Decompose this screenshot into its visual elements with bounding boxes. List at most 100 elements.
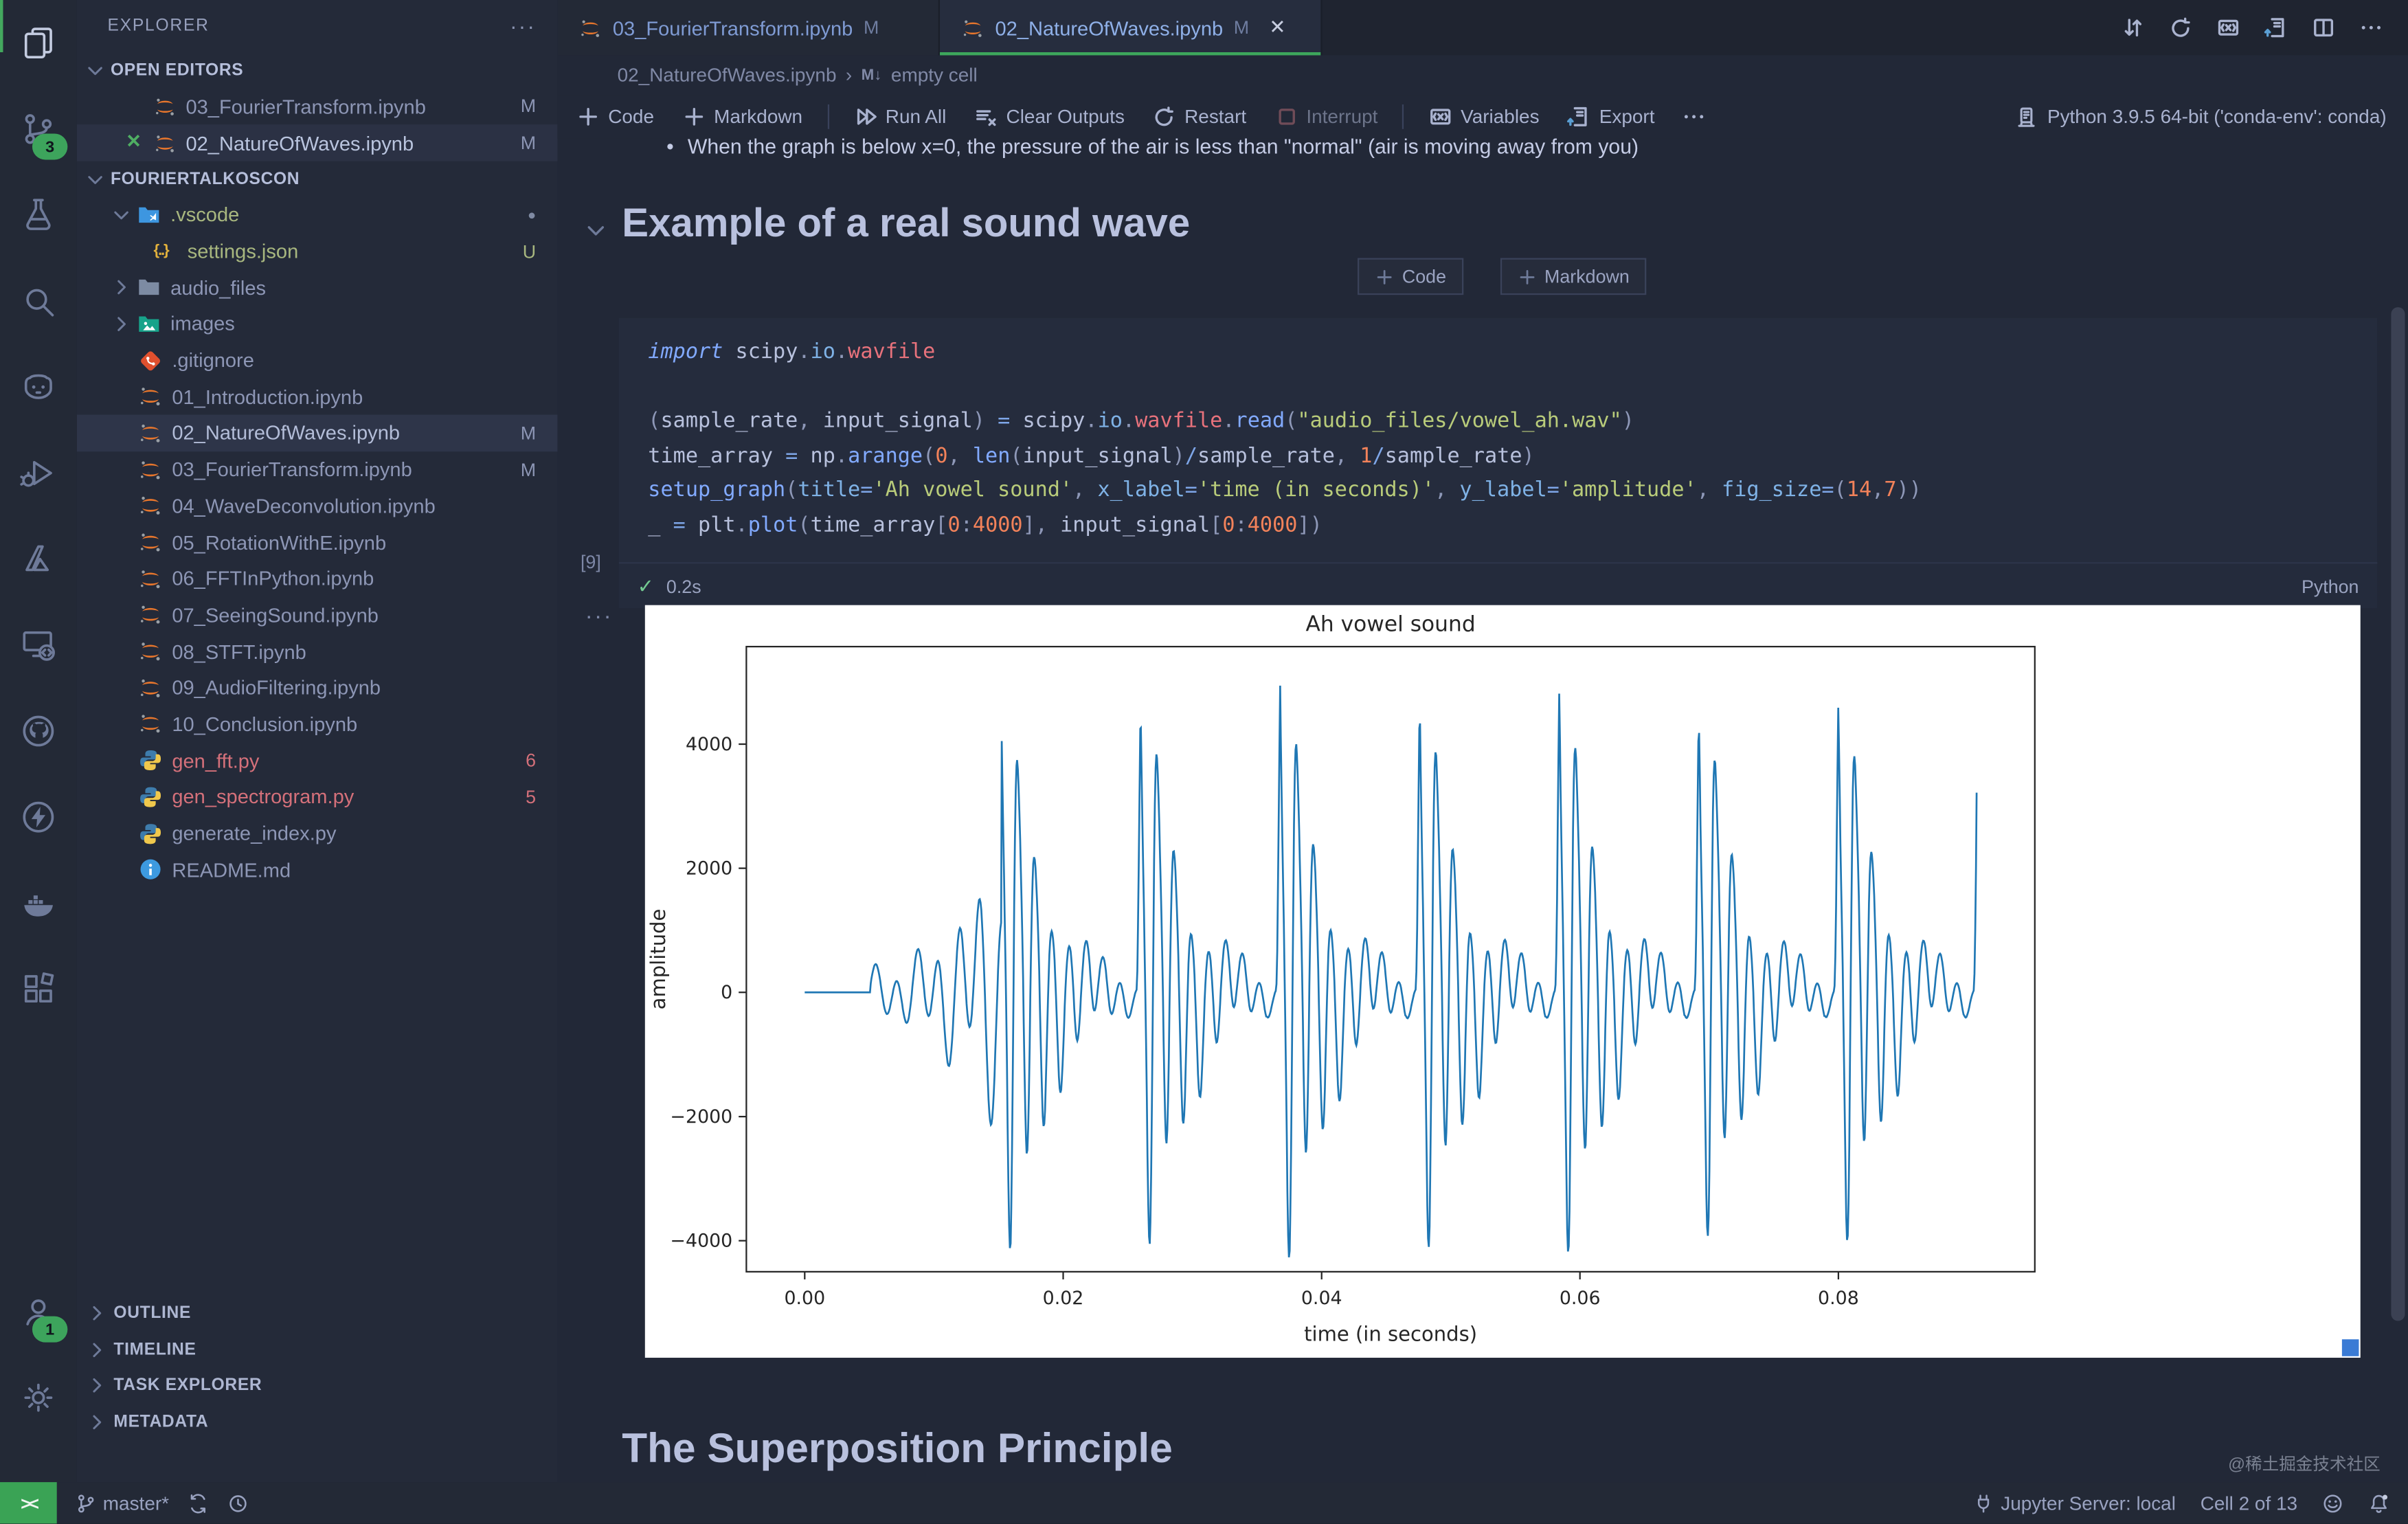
activity-github[interactable] bbox=[0, 688, 77, 774]
settings-icon bbox=[19, 1378, 58, 1417]
sidebar-bottom-sections: OUTLINE TIMELINE TASK EXPLORER METADATA bbox=[77, 1295, 558, 1441]
activity-run-and-debug[interactable] bbox=[0, 430, 77, 516]
notebook-icon bbox=[961, 16, 984, 39]
file-04_WaveDeconvolution.ipynb[interactable]: 04_WaveDeconvolution.ipynb bbox=[77, 488, 558, 524]
file-settings.json[interactable]: {..} settings.json U bbox=[77, 233, 558, 269]
file-10_Conclusion.ipynb[interactable]: 10_Conclusion.ipynb bbox=[77, 706, 558, 742]
status-notifications[interactable] bbox=[2368, 1492, 2389, 1514]
activity-remote-explorer[interactable] bbox=[0, 602, 77, 688]
collapse-section-icon[interactable] bbox=[583, 218, 608, 243]
editor-scrollbar[interactable] bbox=[2391, 307, 2405, 1321]
tab-02_NatureOfWaves.ipynb[interactable]: 02_NatureOfWaves.ipynb M ✕ bbox=[940, 0, 1323, 56]
markdown-bullet-line: • When the graph is below x=0, the press… bbox=[666, 138, 1639, 158]
bullet-dot: • bbox=[666, 138, 674, 159]
file-09_AudioFiltering.ipynb[interactable]: 09_AudioFiltering.ipynb bbox=[77, 669, 558, 706]
file-generate_index.py[interactable]: generate_index.py bbox=[77, 815, 558, 851]
toolbar-interrupt[interactable]: Interrupt bbox=[1274, 104, 1377, 129]
file-06_FFTInPython.ipynb[interactable]: 06_FFTInPython.ipynb bbox=[77, 561, 558, 597]
swap-icon[interactable] bbox=[2121, 15, 2146, 40]
sidebar-section-timeline[interactable]: TIMELINE bbox=[77, 1332, 558, 1368]
code-cell[interactable]: [9] ··· import scipy.io.wavfile (sample_r… bbox=[581, 317, 2378, 1358]
open-editors-header[interactable]: OPEN EDITORS bbox=[77, 52, 558, 87]
activity-source-control[interactable]: 3 bbox=[0, 86, 77, 172]
insert-markdown-button[interactable]: Markdown bbox=[1500, 258, 1647, 295]
toolbar-run-all[interactable]: Run All bbox=[853, 104, 946, 129]
activity-settings[interactable] bbox=[0, 1355, 77, 1441]
file-label: settings.json bbox=[187, 239, 299, 263]
open-editor-03_FourierTransform.ipynb[interactable]: 03_FourierTransform.ipynb M bbox=[77, 87, 558, 124]
output-resize-grip[interactable] bbox=[2341, 1339, 2359, 1356]
close-icon[interactable]: ✕ bbox=[126, 131, 142, 153]
sidebar-section-task-explorer[interactable]: TASK EXPLORER bbox=[77, 1368, 558, 1404]
explorer-more-actions-icon[interactable]: ··· bbox=[510, 14, 537, 38]
file-images[interactable]: images bbox=[77, 306, 558, 342]
activity-thunder-client[interactable] bbox=[0, 774, 77, 860]
activity-accounts[interactable]: 1 bbox=[0, 1268, 77, 1354]
search-icon bbox=[19, 281, 58, 321]
activity-testing[interactable] bbox=[0, 172, 77, 258]
file-.gitignore[interactable]: .gitignore bbox=[77, 342, 558, 379]
file-label: 03_FourierTransform.ipynb bbox=[185, 94, 426, 118]
insert-code-button[interactable]: Code bbox=[1358, 258, 1463, 295]
file-gen_spectrogram.py[interactable]: gen_spectrogram.py 5 bbox=[77, 778, 558, 815]
workspace-header[interactable]: FOURIERTALKOSCON bbox=[77, 161, 558, 197]
activity-azure[interactable] bbox=[0, 516, 77, 602]
breadcrumb-file[interactable]: 02_NatureOfWaves.ipynb bbox=[617, 64, 837, 87]
activity-docker[interactable] bbox=[0, 860, 77, 946]
file-label: gen_fft.py bbox=[172, 749, 260, 772]
file-label: 02_NatureOfWaves.ipynb bbox=[185, 131, 414, 155]
status-timeline-history[interactable] bbox=[227, 1492, 249, 1514]
file-03_FourierTransform.ipynb[interactable]: 03_FourierTransform.ipynb M bbox=[77, 451, 558, 488]
file-08_STFT.ipynb[interactable]: 08_STFT.ipynb bbox=[77, 634, 558, 670]
status-git-branch[interactable]: master* bbox=[76, 1492, 169, 1514]
activity-explorer[interactable] bbox=[0, 0, 77, 86]
export-view-icon[interactable] bbox=[2264, 15, 2288, 40]
toolbar-clear-outputs[interactable]: Clear Outputs bbox=[974, 104, 1125, 129]
cell-menu-icon[interactable]: ··· bbox=[585, 603, 613, 630]
remote-indicator[interactable]: >< bbox=[0, 1482, 57, 1524]
toolbar-add-code[interactable]: Code bbox=[576, 104, 654, 129]
file-01_Introduction.ipynb[interactable]: 01_Introduction.ipynb bbox=[77, 379, 558, 415]
file-05_RotationWithE.ipynb[interactable]: 05_RotationWithE.ipynb bbox=[77, 524, 558, 561]
restart-view-icon[interactable] bbox=[2168, 15, 2193, 40]
breadcrumb[interactable]: 02_NatureOfWaves.ipynb › M↓ empty cell bbox=[557, 55, 2408, 96]
status-jupyter-server[interactable]: Jupyter Server: local bbox=[1973, 1492, 2176, 1514]
json-icon: {..} bbox=[153, 243, 170, 260]
file-.vscode[interactable]: .vscode ● bbox=[77, 197, 558, 233]
kernel-picker[interactable]: Python 3.9.5 64-bit ('conda-env': conda) bbox=[2015, 105, 2408, 128]
file-label: 10_Conclusion.ipynb bbox=[172, 713, 358, 736]
breadcrumb-cell[interactable]: empty cell bbox=[890, 64, 978, 87]
cell-language[interactable]: Python bbox=[2301, 575, 2359, 597]
activity-copilot[interactable] bbox=[0, 344, 77, 430]
toolbar-variables[interactable]: Variables bbox=[1428, 104, 1540, 129]
more-actions-icon[interactable] bbox=[2359, 15, 2383, 40]
sidebar-section-outline[interactable]: OUTLINE bbox=[77, 1295, 558, 1332]
toolbar-more[interactable] bbox=[1683, 104, 1707, 129]
file-gen_fft.py[interactable]: gen_fft.py 6 bbox=[77, 742, 558, 778]
variables-view-icon[interactable] bbox=[2216, 15, 2241, 40]
status-sync[interactable] bbox=[188, 1492, 209, 1514]
open-editor-02_NatureOfWaves.ipynb[interactable]: ✕ 02_NatureOfWaves.ipynb M bbox=[76, 124, 558, 161]
file-07_SeeingSound.ipynb[interactable]: 07_SeeingSound.ipynb bbox=[77, 597, 558, 634]
file-02_NatureOfWaves.ipynb[interactable]: 02_NatureOfWaves.ipynb M bbox=[76, 414, 558, 451]
tab-03_FourierTransform.ipynb[interactable]: 03_FourierTransform.ipynb M bbox=[557, 0, 941, 56]
code-editor[interactable]: import scipy.io.wavfile (sample_rate, inp… bbox=[618, 317, 2378, 563]
file-README.md[interactable]: README.md bbox=[77, 851, 558, 888]
split-editor-icon[interactable] bbox=[2311, 15, 2336, 40]
activity-search[interactable] bbox=[0, 258, 77, 344]
sidebar-section-metadata[interactable]: METADATA bbox=[77, 1404, 558, 1441]
close-icon[interactable]: ✕ bbox=[1269, 15, 1286, 38]
status-cell-indicator[interactable]: Cell 2 of 13 bbox=[2200, 1492, 2298, 1514]
file-label: 08_STFT.ipynb bbox=[172, 640, 306, 663]
svg-text:0.08: 0.08 bbox=[1818, 1288, 1859, 1309]
workspace-label: FOURIERTALKOSCON bbox=[110, 170, 300, 188]
status-feedback[interactable] bbox=[2322, 1492, 2343, 1514]
activity-extensions[interactable] bbox=[0, 946, 77, 1032]
file-label: audio_files bbox=[170, 276, 267, 300]
docker-icon bbox=[19, 883, 58, 923]
toolbar-add-markdown[interactable]: Markdown bbox=[682, 104, 802, 129]
file-audio_files[interactable]: audio_files bbox=[77, 269, 558, 306]
file-label: generate_index.py bbox=[172, 821, 337, 845]
toolbar-restart[interactable]: Restart bbox=[1152, 104, 1246, 129]
toolbar-export[interactable]: Export bbox=[1567, 104, 1655, 129]
